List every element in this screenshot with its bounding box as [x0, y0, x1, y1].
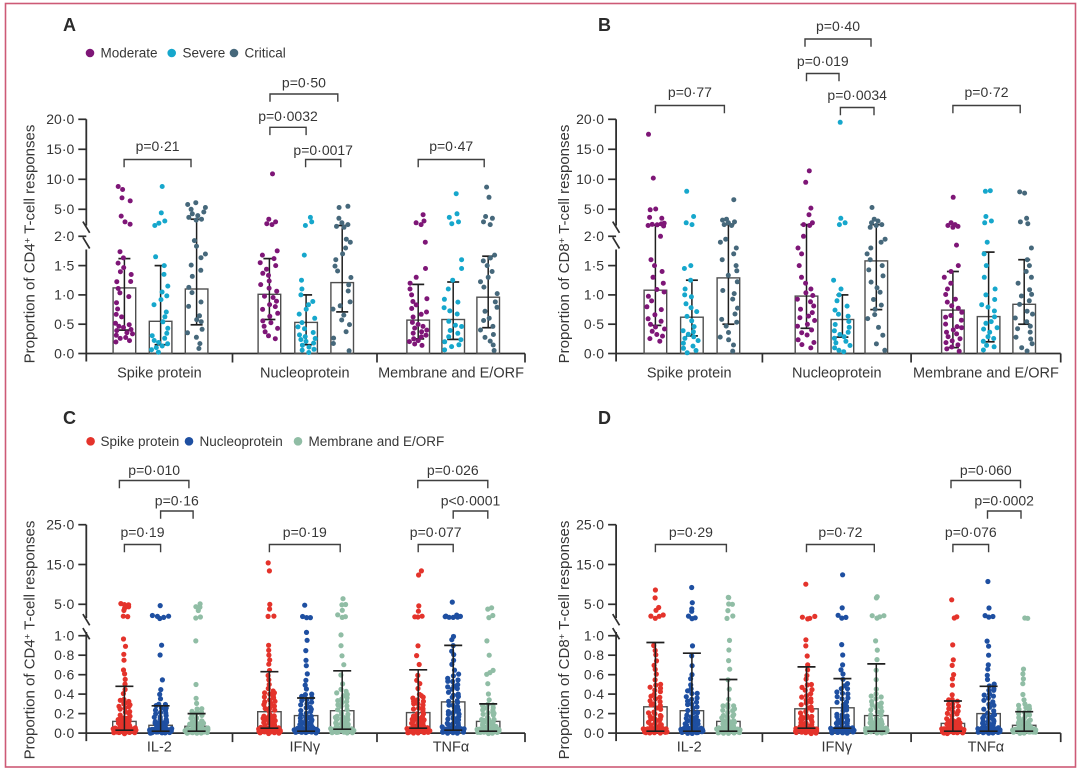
svg-text:p=0·0002: p=0·0002 — [974, 493, 1034, 509]
svg-text:0·4: 0·4 — [54, 686, 74, 702]
svg-text:IL-2: IL-2 — [677, 740, 702, 756]
svg-text:10·0: 10·0 — [576, 171, 604, 187]
svg-text:0·8: 0·8 — [584, 647, 604, 663]
svg-text:p=0·019: p=0·019 — [797, 53, 849, 69]
svg-text:0·6: 0·6 — [54, 667, 74, 683]
svg-text:Membrane and E/ORF: Membrane and E/ORF — [309, 434, 445, 449]
svg-text:0·5: 0·5 — [584, 316, 604, 332]
svg-text:0·0: 0·0 — [584, 725, 604, 741]
svg-text:Nucleoprotein: Nucleoprotein — [200, 434, 283, 449]
svg-text:p=0·72: p=0·72 — [965, 84, 1009, 100]
svg-text:5·0: 5·0 — [584, 201, 604, 217]
svg-text:p=0·026: p=0·026 — [427, 462, 479, 478]
svg-text:20·0: 20·0 — [46, 111, 74, 127]
svg-text:p=0·21: p=0·21 — [136, 138, 180, 154]
svg-text:p=0·47: p=0·47 — [429, 138, 473, 154]
svg-text:Spike protein: Spike protein — [101, 434, 180, 449]
svg-text:Membrane and E/ORF: Membrane and E/ORF — [378, 366, 524, 382]
svg-text:IFNγ: IFNγ — [821, 740, 852, 756]
svg-text:Membrane and E/ORF: Membrane and E/ORF — [913, 366, 1059, 382]
svg-text:p=0·40: p=0·40 — [816, 18, 860, 34]
svg-text:p=0·29: p=0·29 — [669, 524, 713, 540]
svg-text:10·0: 10·0 — [46, 171, 74, 187]
svg-text:5·0: 5·0 — [54, 201, 74, 217]
svg-text:0·2: 0·2 — [584, 705, 604, 721]
svg-text:2·0: 2·0 — [584, 228, 604, 244]
svg-text:p=0·077: p=0·077 — [410, 524, 462, 540]
svg-text:p=0·19: p=0·19 — [283, 524, 327, 540]
svg-text:0·0: 0·0 — [54, 345, 74, 361]
svg-text:IL-2: IL-2 — [147, 740, 172, 756]
svg-text:p=0·0032: p=0·0032 — [258, 108, 318, 124]
svg-text:Nucleoprotein: Nucleoprotein — [792, 366, 881, 382]
svg-text:Proportion of CD8+ T-cell resp: Proportion of CD8+ T-cell responses — [556, 125, 573, 364]
svg-text:25·0: 25·0 — [576, 517, 604, 533]
svg-text:p<0·0001: p<0·0001 — [441, 493, 501, 509]
svg-text:B: B — [598, 15, 611, 35]
svg-text:D: D — [598, 408, 611, 428]
svg-text:Critical: Critical — [245, 46, 286, 61]
svg-text:15·0: 15·0 — [576, 556, 604, 572]
svg-text:C: C — [63, 408, 76, 428]
svg-text:p=0·77: p=0·77 — [668, 84, 712, 100]
svg-text:TNFα: TNFα — [968, 740, 1005, 756]
svg-text:0·6: 0·6 — [584, 667, 604, 683]
svg-text:p=0·50: p=0·50 — [282, 74, 326, 90]
svg-text:1·0: 1·0 — [54, 287, 74, 303]
svg-text:p=0·010: p=0·010 — [128, 462, 180, 478]
svg-text:1·5: 1·5 — [584, 257, 604, 273]
svg-text:p=0·16: p=0·16 — [155, 493, 199, 509]
svg-text:0·5: 0·5 — [54, 316, 74, 332]
svg-text:20·0: 20·0 — [576, 111, 604, 127]
svg-text:Moderate: Moderate — [101, 46, 158, 61]
svg-text:Severe: Severe — [183, 46, 226, 61]
svg-text:15·0: 15·0 — [46, 141, 74, 157]
svg-text:25·0: 25·0 — [46, 517, 74, 533]
svg-text:1·0: 1·0 — [584, 628, 604, 644]
svg-text:0·0: 0·0 — [584, 345, 604, 361]
svg-text:0·4: 0·4 — [584, 686, 604, 702]
svg-text:p=0·0017: p=0·0017 — [293, 142, 353, 158]
svg-text:Proportion of CD4+ T-cell resp: Proportion of CD4+ T-cell responses — [22, 125, 39, 364]
svg-text:p=0·19: p=0·19 — [121, 524, 165, 540]
svg-text:A: A — [63, 15, 76, 35]
svg-text:Nucleoprotein: Nucleoprotein — [260, 366, 349, 382]
svg-text:p=0·060: p=0·060 — [960, 462, 1012, 478]
svg-text:1·0: 1·0 — [54, 628, 74, 644]
svg-text:2·0: 2·0 — [54, 228, 74, 244]
svg-text:15·0: 15·0 — [576, 141, 604, 157]
svg-text:1·5: 1·5 — [54, 257, 74, 273]
svg-text:5·0: 5·0 — [54, 596, 74, 612]
svg-text:p=0·076: p=0·076 — [945, 524, 997, 540]
svg-text:Proportion of CD4+ T-cell resp: Proportion of CD4+ T-cell responses — [22, 521, 39, 760]
svg-text:p=0·0034: p=0·0034 — [827, 87, 887, 103]
svg-text:5·0: 5·0 — [584, 596, 604, 612]
svg-text:1·0: 1·0 — [584, 287, 604, 303]
svg-text:Proportion of CD8+ T-cell resp: Proportion of CD8+ T-cell responses — [556, 521, 573, 760]
svg-text:Spike protein: Spike protein — [117, 366, 202, 382]
svg-text:0·2: 0·2 — [54, 705, 74, 721]
svg-text:p=0·72: p=0·72 — [818, 524, 862, 540]
svg-text:TNFα: TNFα — [433, 740, 470, 756]
svg-text:IFNγ: IFNγ — [289, 740, 320, 756]
svg-text:Spike protein: Spike protein — [647, 366, 732, 382]
svg-text:15·0: 15·0 — [46, 556, 74, 572]
svg-text:0·0: 0·0 — [54, 725, 74, 741]
svg-text:0·8: 0·8 — [54, 647, 74, 663]
